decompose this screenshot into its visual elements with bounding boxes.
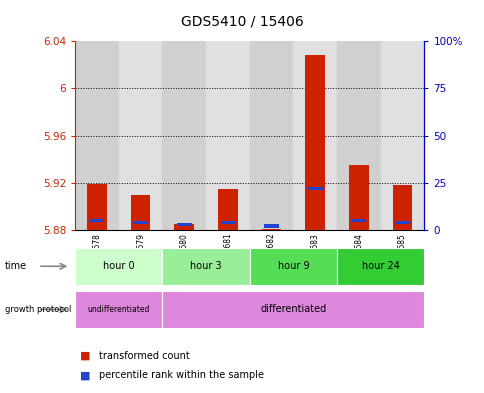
Text: GDS5410 / 15406: GDS5410 / 15406 — [181, 15, 303, 29]
Text: time: time — [5, 261, 27, 271]
Bar — [218, 189, 237, 230]
Bar — [220, 220, 235, 224]
Bar — [75, 41, 119, 230]
Bar — [307, 187, 322, 190]
Bar — [174, 224, 194, 230]
Bar — [264, 224, 278, 228]
Bar — [119, 41, 162, 230]
Bar — [131, 195, 150, 230]
Bar — [348, 165, 368, 230]
Text: undifferentiated: undifferentiated — [88, 305, 150, 314]
Bar — [87, 184, 106, 230]
Bar — [336, 41, 380, 230]
Text: differentiated: differentiated — [260, 305, 326, 314]
Text: transformed count: transformed count — [99, 351, 190, 361]
Bar — [162, 41, 206, 230]
Bar — [261, 229, 281, 230]
Text: growth protocol: growth protocol — [5, 305, 71, 314]
Bar — [305, 55, 324, 230]
Bar — [394, 220, 409, 224]
Bar — [392, 185, 411, 230]
Text: hour 24: hour 24 — [361, 261, 399, 271]
Text: hour 3: hour 3 — [190, 261, 222, 271]
Text: ■: ■ — [80, 370, 91, 380]
Bar — [133, 220, 148, 224]
Bar — [380, 41, 424, 230]
Bar — [90, 219, 104, 222]
Text: percentile rank within the sample: percentile rank within the sample — [99, 370, 264, 380]
Bar — [293, 41, 336, 230]
Text: hour 9: hour 9 — [277, 261, 309, 271]
Text: hour 0: hour 0 — [103, 261, 135, 271]
Bar — [351, 219, 365, 222]
Text: ■: ■ — [80, 351, 91, 361]
Bar — [177, 222, 191, 226]
Bar — [249, 41, 293, 230]
Bar — [206, 41, 249, 230]
